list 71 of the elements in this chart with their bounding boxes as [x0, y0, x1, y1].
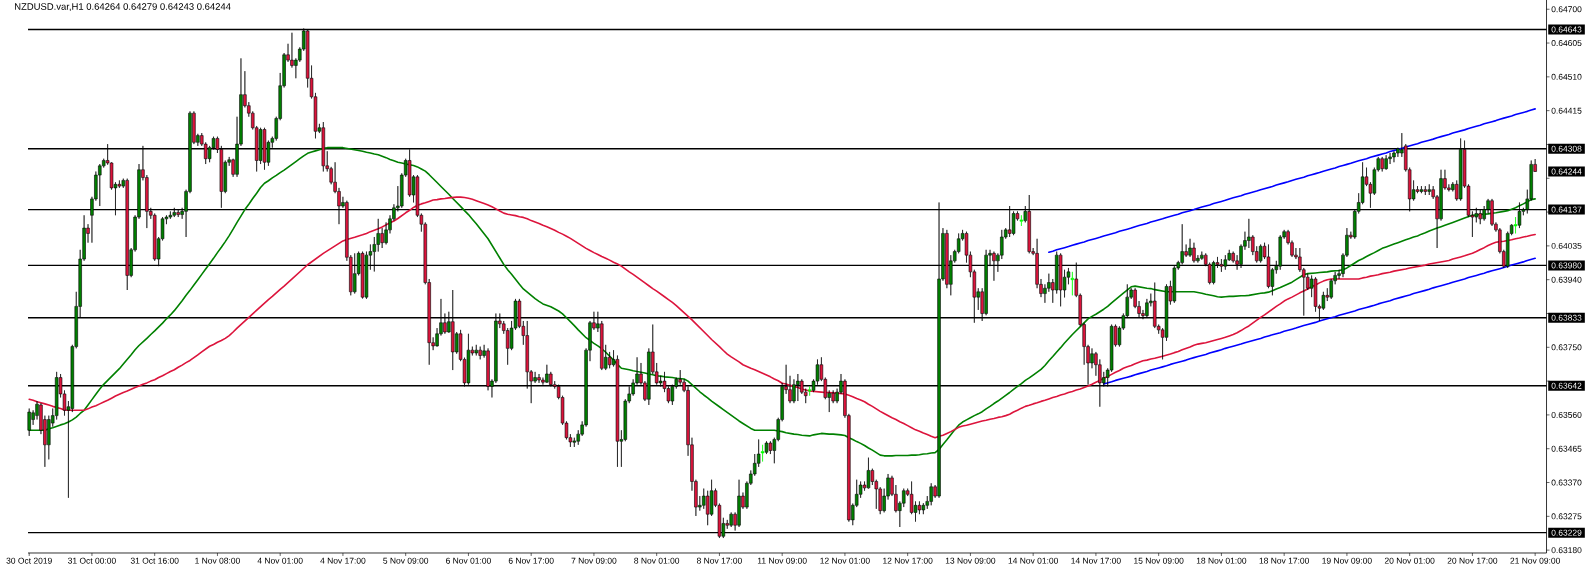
y-tick-label: 0.64510 [1551, 73, 1582, 80]
ref-line-label: 0.63833 [1551, 314, 1582, 321]
x-tick-label: 14 Nov 17:00 [1071, 557, 1121, 564]
x-tick-label: 20 Nov 01:00 [1384, 557, 1435, 564]
ref-line-label: 0.64137 [1551, 206, 1582, 213]
x-tick-label: 4 Nov 17:00 [320, 557, 366, 564]
x-tick-label: 30 Oct 2019 [6, 557, 52, 564]
candlestick [1192, 242, 1196, 263]
y-tick-label: 0.63940 [1551, 276, 1582, 283]
y-tick-label: 0.63560 [1551, 411, 1582, 418]
x-tick-label: 4 Nov 01:00 [257, 557, 303, 564]
x-tick-label: 14 Nov 01:00 [1008, 557, 1059, 564]
chart-title: NZDUSD.var,H1 0.64264 0.64279 0.64243 0.64244 [15, 3, 231, 12]
y-tick-label: 0.63465 [1551, 445, 1582, 452]
candlestick [474, 344, 478, 356]
candlestick [866, 457, 871, 489]
x-tick-label: 8 Nov 17:00 [696, 557, 742, 564]
x-tick-label: 21 Nov 09:00 [1510, 557, 1560, 564]
x-tick-label: 12 Nov 01:00 [820, 557, 870, 564]
candlestick [1513, 216, 1518, 234]
x-tick-label: 11 Nov 09:00 [757, 557, 807, 564]
candlestick [1258, 244, 1263, 263]
y-tick-label: 0.64605 [1551, 40, 1582, 47]
x-tick-label: 13 Nov 09:00 [945, 557, 996, 564]
candlestick [807, 386, 812, 396]
x-tick-label: 31 Oct 16:00 [130, 557, 179, 564]
candlestick [360, 251, 365, 299]
candlestick [1380, 156, 1384, 172]
x-tick-label: 6 Nov 01:00 [446, 557, 491, 564]
candlestick [1427, 184, 1431, 196]
candlestick [98, 163, 102, 207]
x-tick-label: 5 Nov 09:00 [383, 557, 429, 564]
candlestick [478, 346, 482, 360]
candlestick [929, 482, 933, 506]
x-tick-label: 31 Oct 00:00 [68, 557, 116, 564]
candlestick [1392, 150, 1396, 163]
x-tick-label: 1 Nov 08:00 [195, 557, 240, 564]
candlestick [737, 479, 741, 528]
ref-line-label: 0.64643 [1551, 26, 1582, 33]
y-tick-label: 0.64035 [1551, 242, 1582, 249]
candlestick [262, 127, 267, 171]
text: 0.64244 [1551, 168, 1582, 175]
candlestick [1384, 154, 1388, 171]
candlestick [537, 373, 541, 384]
ref-line-label: 0.63229 [1551, 529, 1582, 536]
candlestick [1019, 214, 1024, 227]
x-tick-label: 7 Nov 09:00 [571, 557, 617, 564]
x-tick-label: 19 Nov 09:00 [1322, 557, 1372, 564]
candlestick [1070, 271, 1075, 296]
ref-line-label: 0.64308 [1551, 145, 1582, 152]
ref-line-label: 0.63642 [1551, 382, 1582, 389]
y-tick-label: 0.63750 [1551, 344, 1582, 351]
x-tick-label: 15 Nov 09:00 [1134, 557, 1184, 564]
candlestick [764, 440, 769, 455]
candlestick [760, 444, 765, 462]
y-tick-label: 0.63180 [1551, 547, 1582, 554]
x-tick-label: 20 Nov 17:00 [1447, 557, 1498, 564]
x-tick-label: 18 Nov 17:00 [1259, 557, 1309, 564]
candlestick [545, 364, 549, 384]
x-tick-label: 12 Nov 17:00 [883, 557, 933, 564]
candlestick [1419, 185, 1424, 194]
y-tick-label: 0.64700 [1551, 6, 1582, 13]
y-tick-label: 0.64415 [1551, 107, 1582, 114]
ref-line-label: 0.63980 [1551, 262, 1582, 269]
y-tick-label: 0.63370 [1551, 479, 1582, 486]
candlestick [729, 512, 733, 528]
x-tick-label: 18 Nov 01:00 [1196, 557, 1247, 564]
x-tick-label: 8 Nov 01:00 [634, 557, 680, 564]
candlestick [1423, 185, 1428, 196]
x-tick-label: 6 Nov 17:00 [508, 557, 554, 564]
y-tick-label: 0.63275 [1551, 513, 1582, 520]
